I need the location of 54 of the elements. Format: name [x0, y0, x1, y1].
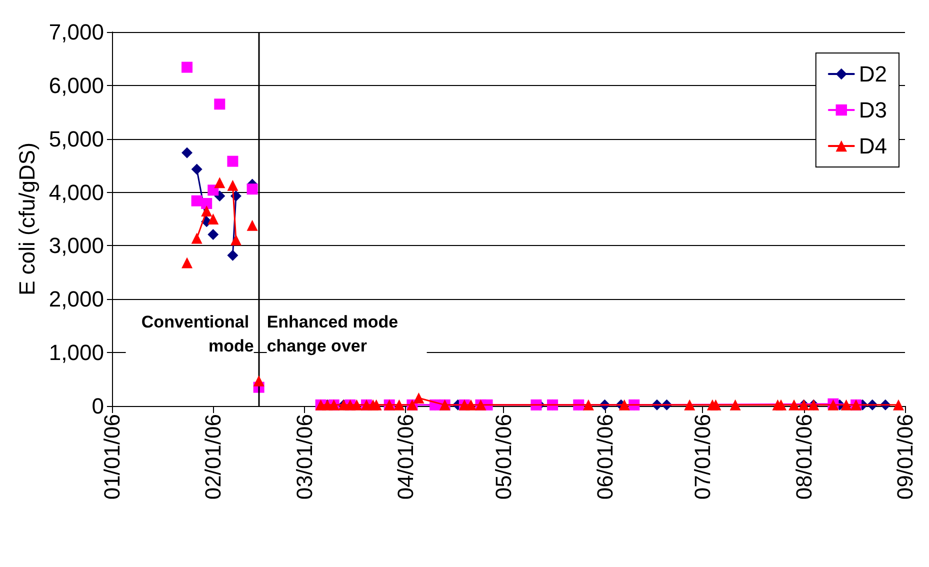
point [413, 392, 424, 404]
x-tick-label: 03/01/06 [292, 414, 318, 500]
point [351, 399, 362, 410]
point [370, 399, 382, 410]
point [840, 399, 852, 410]
legend-label: D2 [858, 62, 887, 86]
x-tick-label: 07/01/06 [690, 414, 716, 500]
legend-label: D3 [858, 98, 887, 122]
annotation: Enhanced mode change over [266, 312, 403, 356]
point [191, 164, 202, 175]
point [246, 184, 258, 195]
y-tick-label: 6,000 [48, 72, 104, 98]
point [182, 62, 193, 73]
x-tick-label: 06/01/06 [592, 414, 618, 500]
y-tick-label: 1,000 [48, 340, 104, 366]
point [214, 177, 226, 188]
x-tick-label: 08/01/06 [791, 414, 816, 500]
x-tick-label: 02/01/06 [200, 414, 226, 500]
point [227, 250, 238, 261]
point [227, 180, 238, 191]
point [208, 214, 219, 224]
point [208, 228, 219, 240]
point [582, 399, 594, 410]
point [253, 375, 264, 386]
point [182, 147, 193, 158]
point [230, 234, 242, 246]
point [394, 399, 405, 410]
point [201, 198, 212, 210]
point [775, 399, 786, 410]
point [246, 220, 258, 231]
point [710, 399, 722, 410]
y-tick-label: 4,000 [48, 180, 104, 205]
point [201, 205, 212, 216]
point [618, 399, 630, 410]
point [208, 184, 219, 196]
x-tick-label: 04/01/06 [393, 414, 418, 500]
point [892, 399, 904, 410]
point [214, 98, 226, 110]
x-tick-label: 05/01/06 [491, 414, 516, 500]
point [191, 232, 202, 244]
point [788, 399, 800, 410]
point [730, 399, 741, 410]
point [465, 399, 476, 410]
annotation: Conventional mode [141, 312, 254, 356]
y-tick-label: 7,000 [48, 20, 104, 44]
point [227, 156, 238, 167]
y-tick-label: 2,000 [48, 286, 104, 312]
y-axis-title: E coli (cfu/gDS) [14, 142, 40, 296]
y-tick-label: 5,000 [48, 126, 104, 152]
legend-label: D4 [858, 134, 887, 158]
point [684, 399, 696, 410]
x-tick-label: 09/01/06 [892, 414, 918, 500]
y-tick-label: 3,000 [48, 233, 104, 258]
point [182, 257, 193, 268]
